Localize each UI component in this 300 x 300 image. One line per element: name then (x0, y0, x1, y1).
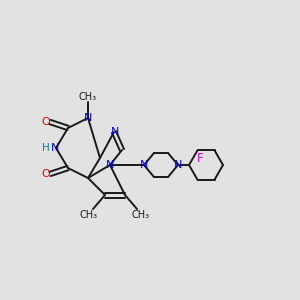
Text: N: N (84, 113, 92, 123)
Text: CH₃: CH₃ (132, 210, 150, 220)
Text: H: H (42, 143, 50, 153)
Text: O: O (42, 169, 50, 179)
Text: N: N (106, 160, 114, 170)
Text: CH₃: CH₃ (80, 210, 98, 220)
Text: N: N (174, 160, 182, 170)
Text: N: N (140, 160, 148, 170)
Text: CH₃: CH₃ (79, 92, 97, 102)
Text: N: N (111, 127, 119, 137)
Text: O: O (42, 117, 50, 127)
Text: N: N (51, 143, 59, 153)
Text: F: F (197, 152, 204, 165)
